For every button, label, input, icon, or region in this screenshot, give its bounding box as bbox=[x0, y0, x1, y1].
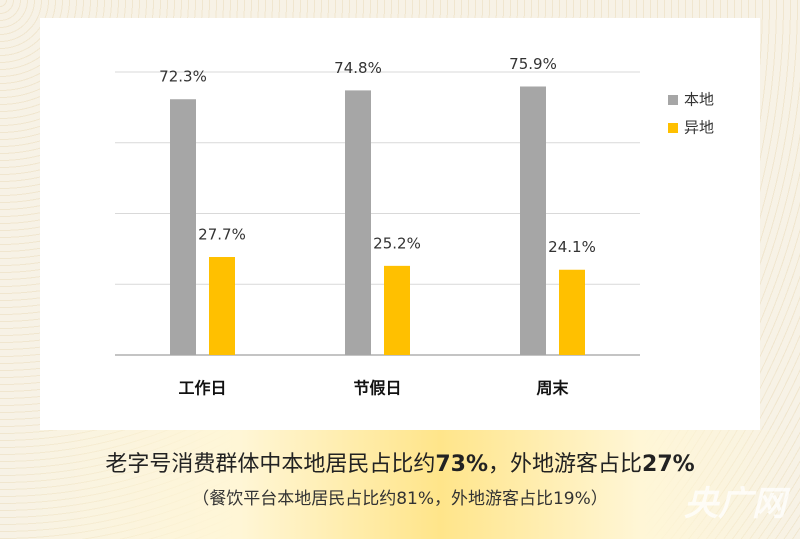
caption-text: 老字号消费群体中本地居民占比约 bbox=[105, 452, 436, 477]
bar bbox=[520, 86, 546, 355]
value-label: 72.3% bbox=[159, 68, 207, 86]
x-tick-label: 节假日 bbox=[353, 379, 401, 398]
chart: 工作日 节假日 周末 72.3% 74.8% 75.9% 27.7% 25.2% 24.1% 本地… bbox=[115, 55, 714, 398]
caption-number: 27% bbox=[642, 452, 695, 477]
watermark: 央广网 bbox=[684, 484, 786, 524]
value-label: 27.7% bbox=[198, 226, 246, 244]
banner bbox=[0, 430, 800, 539]
caption: 老字号消费群体中本地居民占比约73%，外地游客占比27% bbox=[0, 446, 800, 478]
bar bbox=[209, 257, 235, 355]
subcaption: （餐饮平台本地居民占比约81%，外地游客占比19%） bbox=[192, 489, 608, 509]
legend-swatch bbox=[668, 95, 678, 105]
panel bbox=[40, 18, 760, 430]
legend-swatch bbox=[668, 123, 678, 133]
bar bbox=[345, 90, 371, 356]
x-tick-label: 周末 bbox=[536, 379, 569, 398]
value-label: 24.1% bbox=[548, 238, 596, 256]
caption-number: 73% bbox=[435, 452, 488, 477]
value-label: 75.9% bbox=[509, 55, 557, 73]
x-tick-label: 工作日 bbox=[178, 379, 226, 398]
caption-text: ，外地游客占比 bbox=[488, 452, 643, 477]
value-label: 74.8% bbox=[334, 59, 382, 77]
bar bbox=[384, 265, 410, 355]
legend-label: 异地 bbox=[684, 119, 714, 137]
value-label: 25.2% bbox=[373, 234, 421, 252]
bar bbox=[170, 99, 196, 356]
bar bbox=[559, 269, 585, 355]
legend-label: 本地 bbox=[684, 91, 714, 109]
